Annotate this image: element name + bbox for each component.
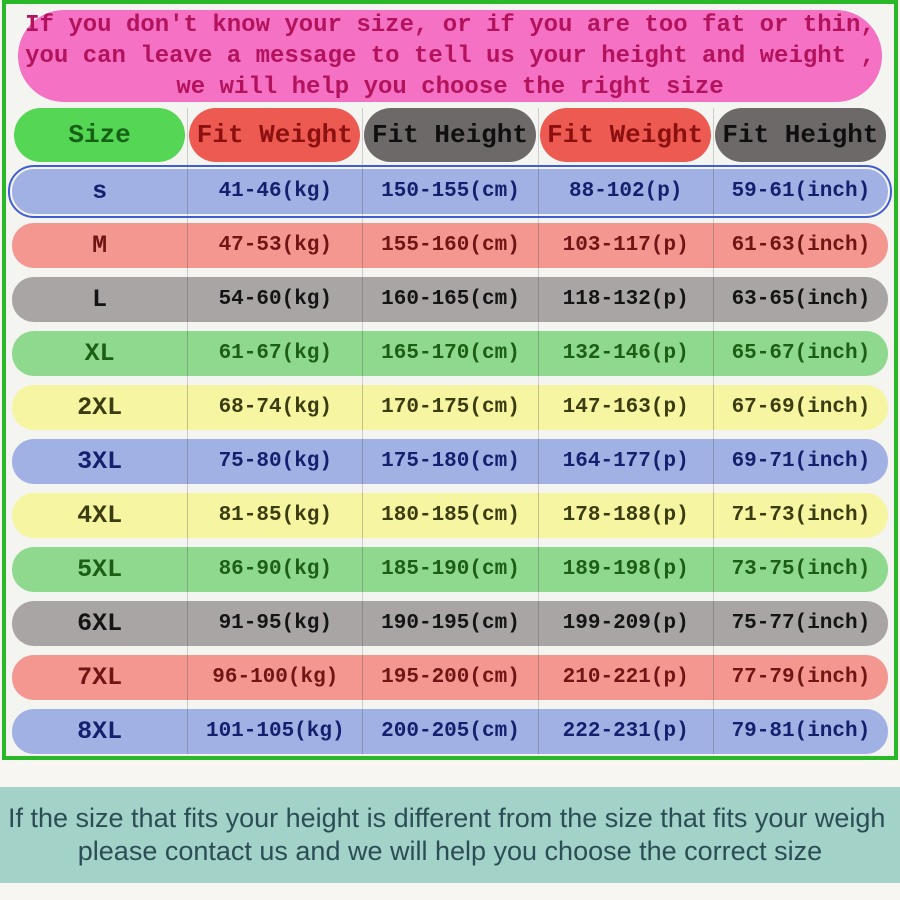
size-row-6xl: 6XL 91-95(kg) 190-195(cm) 199-209(p) 75-77(i…: [12, 601, 888, 646]
size-value: 73-75(inch): [712, 547, 888, 592]
size-label: XL: [84, 339, 115, 368]
column-header-fit-weight: Fit Weight: [189, 108, 361, 162]
size-value: 69-71(inch): [712, 439, 888, 484]
size-value: 79-81(inch): [712, 709, 888, 754]
size-value: 71-73(inch): [712, 493, 888, 538]
size-value: 68-74(kg): [187, 385, 362, 430]
column-header-fit-height: Fit Height: [714, 108, 886, 162]
size-value: 150-155(cm): [362, 169, 537, 214]
size-value: 77-79(inch): [712, 655, 888, 700]
size-value: 164-177(p): [537, 439, 713, 484]
size-row-7xl: 7XL 96-100(kg) 195-200(cm) 210-221(p) 77-79(…: [12, 655, 888, 700]
size-row-xl: XL 61-67(kg) 165-170(cm) 132-146(p) 65-67(in…: [12, 331, 888, 376]
size-label: M: [92, 231, 108, 260]
banner-line: we will help you choose the right size: [176, 73, 724, 101]
footer-line-2: please contact us and we will help you c…: [77, 836, 823, 866]
size-value: 155-160(cm): [362, 223, 537, 268]
size-value: 91-95(kg): [187, 601, 362, 646]
column-header-fit-height: Fit Height: [364, 108, 536, 162]
gridline: [362, 108, 364, 754]
size-value: 160-165(cm): [362, 277, 537, 322]
size-value: 61-67(kg): [187, 331, 362, 376]
size-label: 7XL: [77, 663, 123, 692]
size-value: 75-80(kg): [187, 439, 362, 484]
size-value: 61-63(inch): [712, 223, 888, 268]
size-row-8xl: 8XL 101-105(kg) 200-205(cm) 222-231(p) 79-81…: [12, 709, 888, 754]
size-label: 2XL: [77, 393, 123, 422]
size-value: 41-46(kg): [187, 169, 362, 214]
banner-line: you can leave a message to tell us your …: [25, 42, 875, 70]
size-table: Size Fit Weight Fit Height Fit Weight Fit He…: [8, 108, 892, 754]
size-value: 75-77(inch): [712, 601, 888, 646]
size-value: 96-100(kg): [187, 655, 362, 700]
size-value: 65-67(inch): [712, 331, 888, 376]
size-label: 5XL: [77, 555, 123, 584]
size-value: 101-105(kg): [187, 709, 362, 754]
size-row-l: L 54-60(kg) 160-165(cm) 118-132(p) 63-65(inc…: [12, 277, 888, 322]
size-value: 189-198(p): [537, 547, 713, 592]
size-value: 86-90(kg): [187, 547, 362, 592]
table-body: s 41-46(kg) 150-155(cm) 88-102(p) 59-61(inch…: [8, 165, 892, 754]
size-value: 118-132(p): [537, 277, 713, 322]
size-row-m: M 47-53(kg) 155-160(cm) 103-117(p) 61-63(inc…: [12, 223, 888, 268]
size-value: 47-53(kg): [187, 223, 362, 268]
size-value: 199-209(p): [537, 601, 713, 646]
info-banner: If you don't know your size, or if you a…: [18, 10, 882, 102]
size-value: 200-205(cm): [362, 709, 537, 754]
size-value: 147-163(p): [537, 385, 713, 430]
size-value: 178-188(p): [537, 493, 713, 538]
chart-frame: If you don't know your size, or if you a…: [2, 0, 898, 760]
size-value: 81-85(kg): [187, 493, 362, 538]
size-value: 210-221(p): [537, 655, 713, 700]
size-value: 59-61(inch): [712, 169, 888, 214]
banner-line: If you don't know your size, or if you a…: [25, 11, 875, 39]
size-row-2xl: 2XL 68-74(kg) 170-175(cm) 147-163(p) 67-69(i…: [12, 385, 888, 430]
footer-note: If the size that fits your height is dif…: [0, 787, 900, 883]
size-value: 222-231(p): [537, 709, 713, 754]
gridline: [712, 108, 714, 754]
size-value: 54-60(kg): [187, 277, 362, 322]
size-value: 165-170(cm): [362, 331, 537, 376]
size-label: L: [92, 285, 108, 314]
size-value: 180-185(cm): [362, 493, 537, 538]
size-value: 175-180(cm): [362, 439, 537, 484]
size-value: 185-190(cm): [362, 547, 537, 592]
column-header-size: Size: [14, 108, 186, 162]
size-value: 88-102(p): [537, 169, 713, 214]
size-row-s: s 41-46(kg) 150-155(cm) 88-102(p) 59-61(inch…: [8, 165, 892, 218]
size-value: 63-65(inch): [712, 277, 888, 322]
size-value: 195-200(cm): [362, 655, 537, 700]
footer-line-1: If the size that fits your height is dif…: [8, 803, 886, 833]
size-value: 132-146(p): [537, 331, 713, 376]
size-row-5xl: 5XL 86-90(kg) 185-190(cm) 189-198(p) 73-75(i…: [12, 547, 888, 592]
size-label: 8XL: [77, 717, 123, 746]
size-label: s: [92, 177, 108, 206]
size-value: 190-195(cm): [362, 601, 537, 646]
column-header-fit-weight: Fit Weight: [539, 108, 711, 162]
table-header-row: Size Fit Weight Fit Height Fit Weight Fit He…: [12, 108, 888, 162]
size-row-4xl: 4XL 81-85(kg) 180-185(cm) 178-188(p) 71-73(i…: [12, 493, 888, 538]
size-value: 103-117(p): [537, 223, 713, 268]
size-label: 3XL: [77, 447, 123, 476]
gridline: [187, 108, 189, 754]
size-label: 6XL: [77, 609, 123, 638]
size-value: 170-175(cm): [362, 385, 537, 430]
size-value: 67-69(inch): [712, 385, 888, 430]
size-label: 4XL: [77, 501, 123, 530]
size-row-3xl: 3XL 75-80(kg) 175-180(cm) 164-177(p) 69-71(i…: [12, 439, 888, 484]
gridline: [537, 108, 539, 754]
